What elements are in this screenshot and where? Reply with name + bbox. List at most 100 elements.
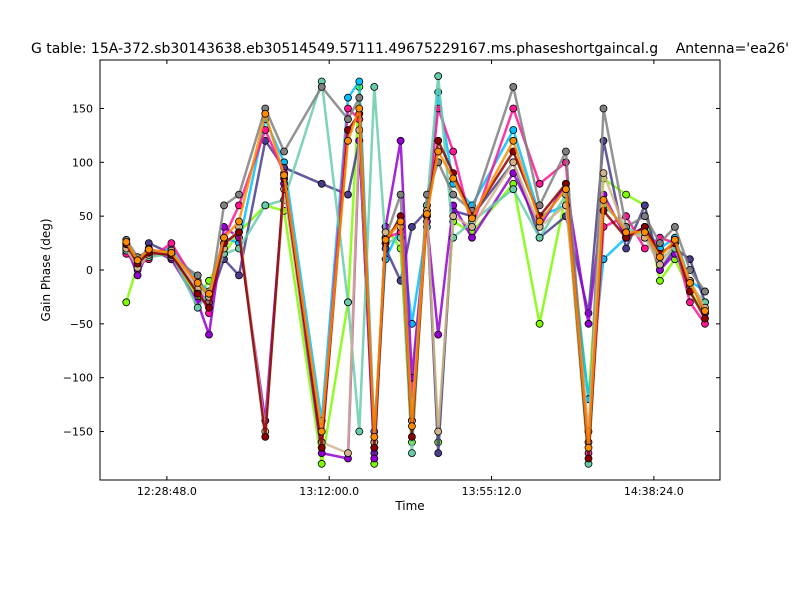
data-point — [205, 303, 213, 312]
data-point — [434, 427, 443, 436]
data-point — [144, 245, 153, 254]
data-point — [671, 222, 679, 231]
data-point — [317, 83, 326, 91]
data-point — [193, 303, 202, 312]
data-point — [193, 289, 202, 298]
data-point — [468, 214, 476, 223]
data-point — [370, 443, 379, 452]
x-axis-label: Time — [394, 499, 424, 513]
data-point — [396, 136, 405, 145]
data-point — [671, 235, 679, 244]
data-point — [599, 196, 608, 204]
data-point — [235, 217, 243, 226]
data-point — [449, 190, 458, 199]
data-point — [434, 330, 443, 339]
data-point — [407, 422, 416, 431]
data-point — [344, 93, 352, 102]
data-point — [167, 239, 176, 248]
data-point — [434, 72, 443, 81]
data-point — [193, 278, 202, 287]
data-point — [317, 443, 326, 452]
data-point — [468, 233, 476, 242]
data-point — [355, 427, 364, 436]
y-axis-label: Gain Phase (deg) — [39, 218, 53, 321]
data-point — [509, 83, 518, 91]
data-point — [235, 190, 243, 199]
data-point — [434, 449, 443, 458]
data-point — [370, 83, 379, 91]
data-point — [535, 233, 544, 242]
data-point — [640, 212, 649, 221]
data-point — [449, 212, 458, 221]
data-point — [205, 289, 213, 298]
y-tick-label: 150 — [72, 102, 93, 115]
data-point — [344, 298, 352, 307]
data-point — [640, 244, 649, 253]
data-point — [622, 190, 630, 199]
data-point — [344, 190, 352, 199]
data-point — [344, 115, 352, 124]
data-point — [701, 287, 709, 296]
data-point — [370, 432, 379, 441]
data-point — [640, 201, 649, 210]
data-point — [434, 147, 443, 156]
data-point — [656, 260, 664, 269]
data-point — [701, 306, 709, 315]
data-point — [509, 104, 518, 113]
data-point — [317, 459, 326, 468]
y-axis-ticks: −150 −100 −50 0 50 100 150 — [63, 102, 720, 439]
data-point — [381, 235, 390, 244]
data-point — [701, 314, 709, 323]
data-point — [355, 77, 364, 86]
data-point — [509, 136, 518, 145]
data-point — [355, 93, 364, 102]
x-axis-ticks: 12:28:48.0 13:12:00.0 13:55:12.0 14:38:24.0 — [137, 60, 684, 498]
data-point — [193, 271, 202, 280]
data-point — [396, 217, 405, 226]
y-tick-label: 0 — [86, 264, 93, 277]
data-point — [122, 298, 131, 307]
series-9 — [122, 104, 709, 452]
data-point — [381, 228, 390, 237]
data-point — [535, 179, 544, 188]
data-point — [235, 271, 243, 280]
data-point — [686, 278, 694, 287]
series-line — [125, 139, 707, 460]
data-point — [584, 454, 593, 463]
data-point — [133, 271, 142, 280]
antenna-label: Antenna='ea26' — [676, 41, 789, 57]
data-point — [656, 239, 664, 248]
data-point — [407, 449, 416, 458]
data-point — [235, 228, 243, 237]
data-point — [280, 171, 289, 180]
data-point — [535, 217, 544, 226]
data-point — [434, 136, 443, 145]
data-point — [261, 109, 270, 118]
data-point — [122, 238, 131, 246]
data-point — [599, 104, 608, 113]
data-point — [468, 222, 476, 231]
series-layer — [122, 72, 709, 468]
data-point — [509, 185, 518, 194]
data-point — [396, 190, 405, 199]
data-point — [344, 136, 352, 145]
data-point — [261, 432, 270, 441]
data-point — [656, 276, 664, 285]
data-point — [449, 174, 458, 183]
data-point — [317, 179, 326, 188]
data-point — [656, 253, 664, 262]
x-tick-label: 13:55:12.0 — [462, 485, 522, 498]
data-point — [686, 298, 694, 307]
data-point — [205, 330, 213, 339]
x-tick-label: 12:28:48.0 — [137, 485, 197, 498]
data-point — [261, 201, 270, 210]
y-tick-label: −150 — [63, 426, 93, 439]
chart-title: G table: 15A-372.sb30143638.eb30514549.5… — [31, 41, 658, 57]
x-tick-label: 13:12:00.0 — [299, 485, 359, 498]
data-point — [562, 185, 570, 194]
data-point — [344, 449, 352, 458]
data-point — [622, 244, 630, 253]
x-tick-label: 14:38:24.0 — [624, 485, 684, 498]
data-point — [407, 432, 416, 441]
